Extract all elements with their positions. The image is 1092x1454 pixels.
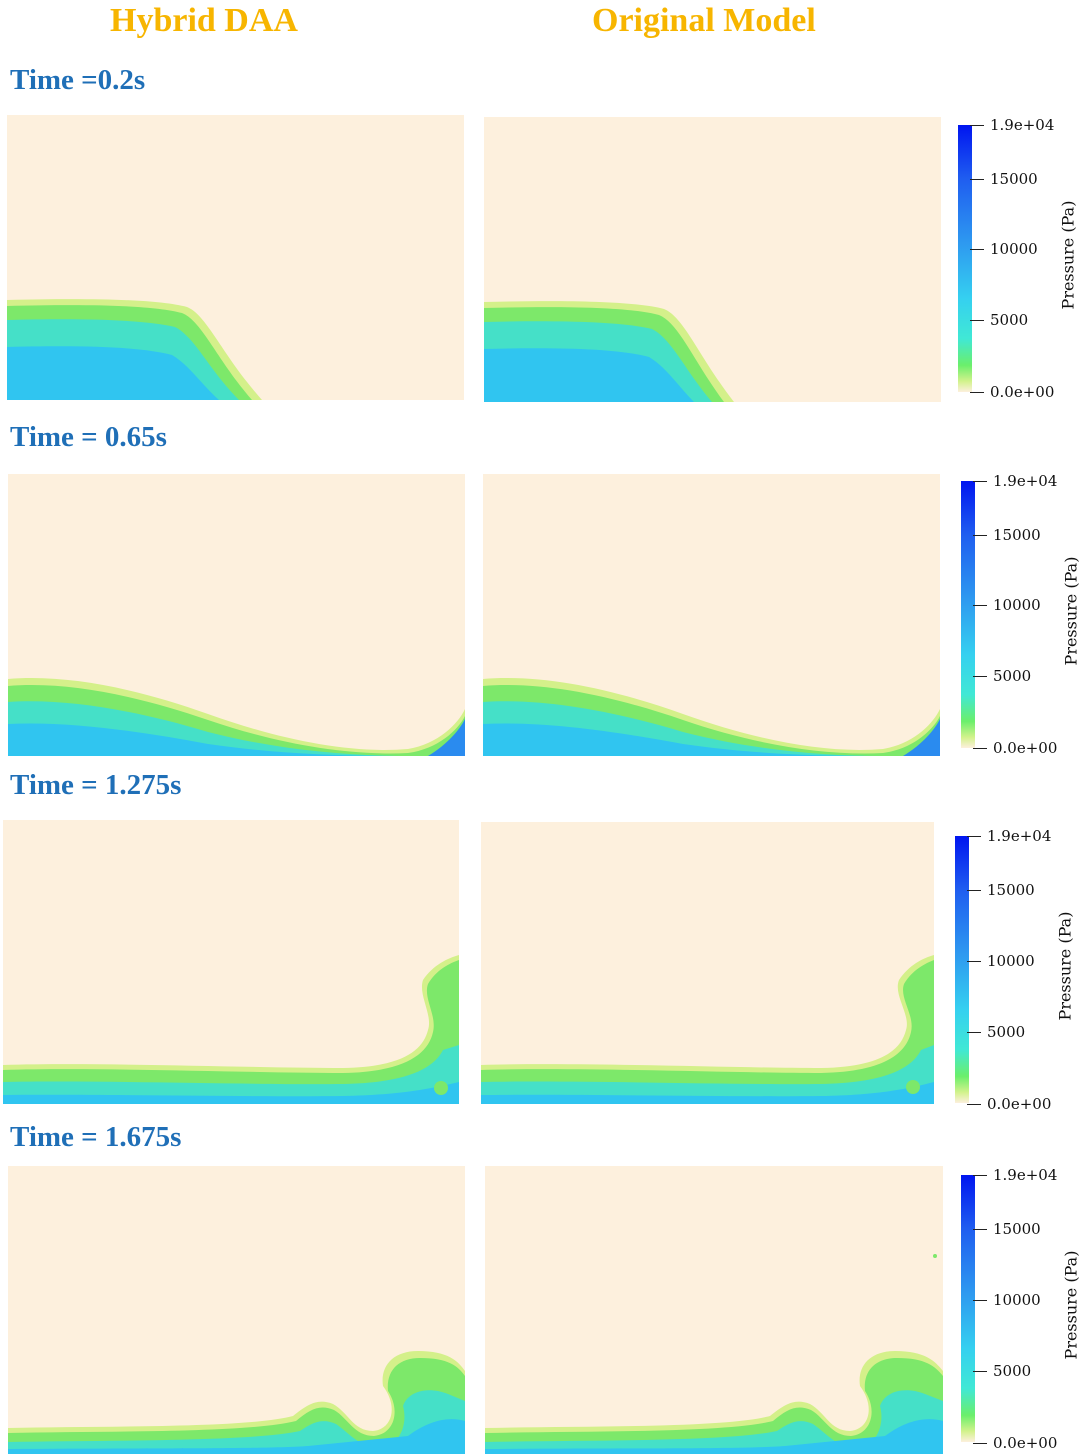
colorbar-tick [967, 961, 981, 962]
time-label-row-4: Time = 1.675s [10, 1121, 182, 1153]
colorbar-tick-label-max: 1.9e+04 [993, 1166, 1058, 1184]
field-panel-original-t1 [484, 117, 941, 402]
time-label-row-1: Time =0.2s [10, 64, 146, 96]
colorbar-tick-label: 15000 [993, 1220, 1041, 1238]
colorbar-tick-label: 15000 [987, 881, 1035, 899]
field-panel-hybrid-t3 [3, 820, 459, 1104]
colorbar-tick [970, 392, 984, 393]
field-panel-original-t4 [485, 1166, 943, 1454]
colorbar-gradient [958, 125, 972, 392]
colorbar-tick [967, 890, 981, 891]
colorbar-row-4: 1.9e+04 15000 10000 5000 0.0e+00 Pressur… [961, 1166, 1092, 1452]
colorbar-tick [973, 748, 987, 749]
colorbar-tick-label: 10000 [990, 240, 1038, 258]
colorbar-tick-label-min: 0.0e+00 [993, 739, 1058, 757]
time-label-row-3: Time = 1.275s [10, 769, 182, 801]
colorbar-title: Pressure (Pa) [1055, 911, 1075, 1021]
colorbar-tick [970, 179, 984, 180]
field-panel-hybrid-t2 [8, 474, 465, 756]
colorbar-tick [967, 1104, 981, 1105]
colorbar-tick-label: 5000 [990, 311, 1029, 329]
colorbar-title: Pressure (Pa) [1061, 556, 1081, 666]
colorbar-tick [970, 249, 984, 250]
colorbar-tick [970, 320, 984, 321]
colorbar-tick [973, 605, 987, 606]
header-original-model: Original Model [592, 2, 816, 39]
colorbar-row-3: 1.9e+04 15000 10000 5000 0.0e+00 Pressur… [955, 827, 1092, 1113]
colorbar-tick [973, 1175, 987, 1176]
colorbar-tick [973, 1300, 987, 1301]
colorbar-gradient [955, 836, 969, 1103]
colorbar-tick [973, 1229, 987, 1230]
colorbar-tick-label-min: 0.0e+00 [987, 1095, 1052, 1113]
colorbar-title: Pressure (Pa) [1061, 1250, 1081, 1360]
colorbar-tick-label-min: 0.0e+00 [993, 1434, 1058, 1452]
colorbar-title: Pressure (Pa) [1058, 200, 1078, 310]
colorbar-tick-label-max: 1.9e+04 [993, 472, 1058, 490]
colorbar-tick-label: 5000 [993, 1362, 1032, 1380]
colorbar-tick [973, 481, 987, 482]
colorbar-tick [967, 1032, 981, 1033]
time-label-row-2: Time = 0.65s [10, 421, 167, 453]
colorbar-gradient [961, 481, 975, 748]
colorbar-tick-label: 10000 [993, 596, 1041, 614]
colorbar-tick-label: 10000 [993, 1291, 1041, 1309]
colorbar-tick-label-max: 1.9e+04 [990, 116, 1055, 134]
colorbar-tick-label-max: 1.9e+04 [987, 827, 1052, 845]
colorbar-tick-label: 10000 [987, 952, 1035, 970]
colorbar-row-2: 1.9e+04 15000 10000 5000 0.0e+00 Pressur… [961, 472, 1092, 758]
field-panel-hybrid-t1 [7, 115, 464, 400]
colorbar-tick [967, 836, 981, 837]
colorbar-tick-label: 15000 [993, 526, 1041, 544]
colorbar-row-1: 1.9e+04 15000 10000 5000 0.0e+00 Pressur… [958, 116, 1092, 402]
colorbar-tick [973, 535, 987, 536]
colorbar-tick [973, 1443, 987, 1444]
field-panel-hybrid-t4 [8, 1166, 465, 1454]
field-panel-original-t3 [481, 822, 934, 1104]
colorbar-gradient [961, 1175, 975, 1442]
header-hybrid-daa: Hybrid DAA [110, 2, 298, 39]
colorbar-tick [973, 676, 987, 677]
colorbar-tick [970, 125, 984, 126]
colorbar-tick-label: 5000 [987, 1023, 1026, 1041]
colorbar-tick-label-min: 0.0e+00 [990, 383, 1055, 401]
colorbar-tick-label: 15000 [990, 170, 1038, 188]
colorbar-tick [973, 1371, 987, 1372]
colorbar-tick-label: 5000 [993, 667, 1032, 685]
field-panel-original-t2 [483, 474, 940, 756]
